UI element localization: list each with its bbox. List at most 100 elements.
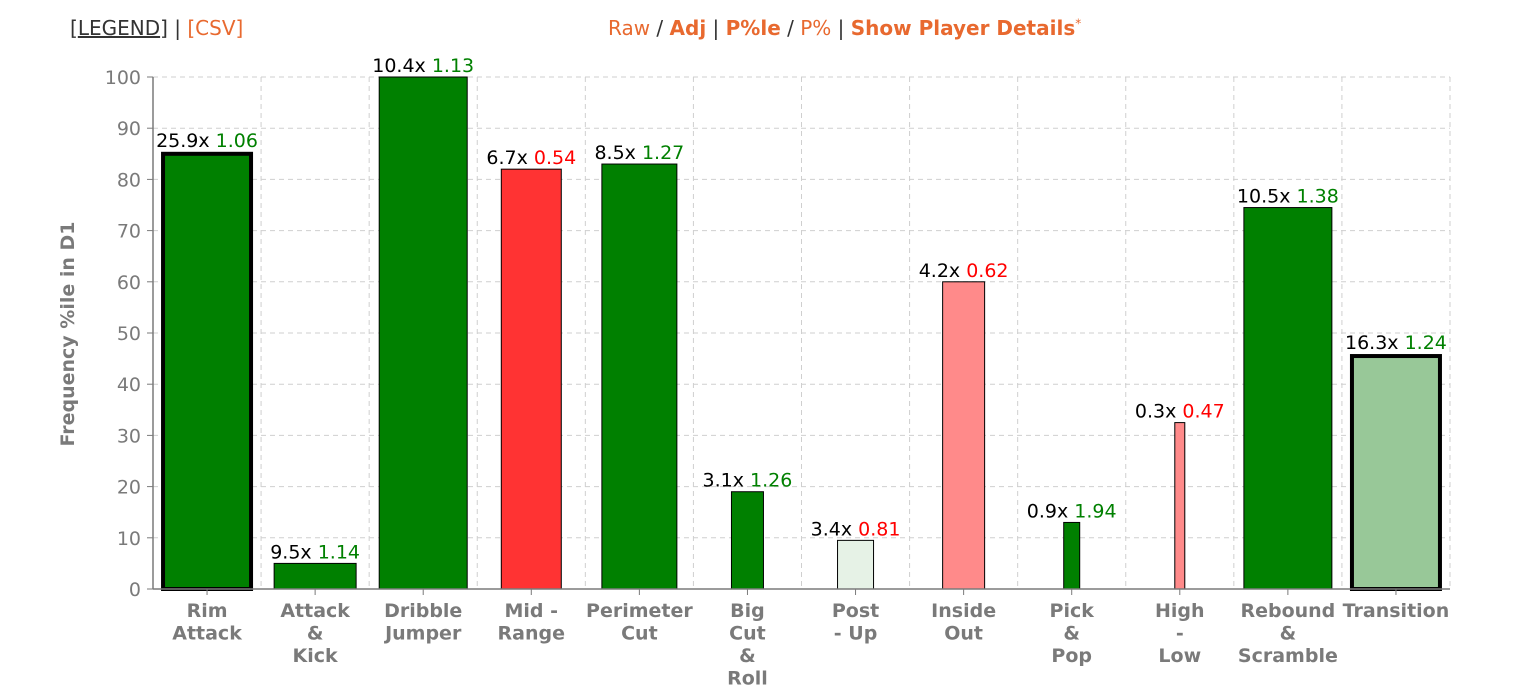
x-tick-label-line: Attack (172, 623, 242, 645)
frequency-label: 25.9x (156, 130, 216, 152)
efficiency-label: 1.26 (750, 470, 792, 492)
bar-value-label: 0.9x 1.94 (1027, 500, 1117, 522)
adj-link[interactable]: Adj (669, 16, 707, 40)
pct-link[interactable]: P% (800, 16, 832, 40)
x-tick-label-line: - (1176, 623, 1184, 645)
x-tick-label-line: Dribble (384, 600, 462, 622)
x-tick-label-line: Attack (280, 600, 350, 622)
x-tick-label-line: & (739, 645, 756, 667)
bar-value-label: 6.7x 0.54 (486, 147, 576, 169)
frequency-label: 9.5x (270, 541, 318, 563)
x-tick-label: Attack & Kick (280, 600, 350, 667)
bar (1174, 422, 1186, 590)
y-tick-label: 90 (117, 118, 141, 140)
frequency-label: 8.5x (594, 142, 642, 164)
y-tick-label: 10 (117, 528, 141, 550)
x-tick-label-line: Range (498, 623, 565, 645)
y-tick-label: 100 (105, 67, 141, 89)
y-tick-label: 70 (117, 221, 141, 243)
bar (1243, 207, 1333, 590)
frequency-label: 16.3x (1345, 332, 1405, 354)
frequency-label: 4.2x (919, 260, 967, 282)
frequency-label: 0.3x (1135, 401, 1183, 423)
x-tick-label: Mid -Range (498, 600, 565, 645)
x-tick-label-line: & (307, 623, 324, 645)
x-tick-label-line: Pick (1050, 600, 1095, 622)
x-tick-label-line: Inside (931, 600, 996, 622)
bar-value-label: 10.4x 1.13 (372, 55, 474, 77)
frequency-label: 6.7x (486, 147, 534, 169)
csv-link[interactable]: [CSV] (187, 16, 244, 40)
y-tick-label: 40 (117, 374, 141, 396)
x-tick-label: Rebound & Scramble (1238, 600, 1338, 667)
efficiency-label: 0.47 (1182, 401, 1224, 423)
pctle-link[interactable]: P%le (725, 16, 781, 40)
efficiency-label: 1.38 (1297, 186, 1339, 208)
x-tick-label-line: - Up (834, 623, 878, 645)
y-tick-label: 0 (129, 579, 141, 601)
frequency-label: 10.4x (372, 55, 432, 77)
x-tick-label-line: Low (1158, 645, 1201, 667)
efficiency-label: 0.54 (534, 147, 576, 169)
y-axis-label: Frequency %ile in D1 (57, 221, 79, 446)
x-tick-label-line: Transition (1343, 600, 1450, 622)
x-tick-label-line: Pop (1051, 645, 1092, 667)
bar (837, 539, 875, 590)
bar-value-label: 0.3x 0.47 (1135, 401, 1225, 423)
bar (378, 76, 468, 590)
bar-value-label: 9.5x 1.14 (270, 541, 360, 563)
x-tick-label-line: Out (944, 623, 983, 645)
bar-value-label: 3.4x 0.81 (811, 518, 901, 540)
efficiency-label: 0.81 (858, 518, 900, 540)
y-tick-label: 60 (117, 272, 141, 294)
x-tick-label-line: Roll (727, 668, 768, 690)
show-player-details-link[interactable]: Show Player Details (850, 16, 1076, 40)
bar-value-label: 4.2x 0.62 (919, 260, 1009, 282)
x-tick-label-line: Rebound (1240, 600, 1335, 622)
x-tick-label-line: Rim (187, 600, 228, 622)
bar (1063, 521, 1081, 590)
top-links-right: Raw / Adj | P%le / P% | Show Player Deta… (608, 16, 1082, 40)
details-asterisk: * (1075, 16, 1082, 31)
legend-link[interactable]: LEGEND (77, 16, 161, 40)
x-tick-label: Dribble Jumper (383, 600, 462, 645)
x-tick-label: Perimeter Cut (586, 600, 693, 645)
frequency-label: 10.5x (1237, 186, 1297, 208)
x-tick-label-line: High (1155, 600, 1205, 622)
efficiency-label: 1.94 (1074, 500, 1116, 522)
efficiency-label: 1.27 (642, 142, 684, 164)
x-tick-label: Big Cut & Roll (727, 600, 768, 690)
x-tick-label-line: Kick (293, 645, 338, 667)
bar (942, 281, 986, 590)
bar-value-label: 3.1x 1.26 (703, 470, 793, 492)
x-tick-label: High -Low (1155, 600, 1205, 667)
bar (500, 168, 562, 590)
bars (161, 76, 1442, 592)
efficiency-label: 1.14 (318, 541, 360, 563)
y-tick-label: 30 (117, 425, 141, 447)
raw-link[interactable]: Raw (608, 16, 651, 40)
bar (730, 491, 764, 590)
frequency-label: 0.9x (1027, 500, 1075, 522)
bar (601, 163, 678, 590)
frequency-label: 3.4x (811, 518, 859, 540)
x-tick-label-line: Big (730, 600, 765, 622)
separator: | (167, 16, 188, 40)
x-tick-label: Transition (1343, 600, 1450, 622)
x-tick-label-line: Scramble (1238, 645, 1338, 667)
y-tick-label: 20 (117, 477, 141, 499)
grid-lines (152, 76, 1451, 589)
bar-value-labels: 25.9x 1.06 9.5x 1.14 10.4x 1.13 6.7x 0.54 8.… (156, 55, 1447, 563)
x-tick-label-line: Post (832, 600, 879, 622)
x-tick-label: Post - Up (832, 600, 879, 645)
bar (273, 562, 357, 590)
efficiency-label: 1.13 (432, 55, 474, 77)
top-links-left: [LEGEND] | [CSV] (70, 16, 244, 40)
x-tick-label-line: Cut (729, 623, 766, 645)
x-tick-label: Pick & Pop (1050, 600, 1095, 667)
frequency-label: 3.1x (703, 470, 751, 492)
efficiency-label: 1.24 (1405, 332, 1447, 354)
bar-value-label: 8.5x 1.27 (594, 142, 684, 164)
